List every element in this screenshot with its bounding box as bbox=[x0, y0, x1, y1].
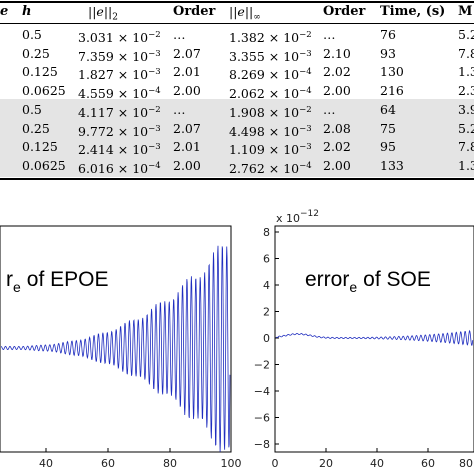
right-y-tick-label: −6 bbox=[254, 412, 270, 425]
cell-order-linf: … bbox=[323, 27, 336, 42]
left-x-tick-label: 100 bbox=[221, 457, 242, 470]
right-y-tick-label: −4 bbox=[254, 385, 270, 398]
cell-time: 76 bbox=[380, 27, 396, 42]
left-x-tick-label: 40 bbox=[39, 457, 53, 470]
cell-l2-error: 6.016 × 10−4 bbox=[78, 160, 161, 176]
cell-time: 133 bbox=[380, 157, 404, 173]
cell-order-l2: 2.01 bbox=[173, 64, 201, 80]
cell-l2-error: 1.827 × 10−3 bbox=[78, 67, 161, 83]
cell-order-linf: … bbox=[323, 102, 336, 117]
cell-order-l2: 2.07 bbox=[173, 45, 201, 61]
cell-l2-error: 3.031 × 10−2 bbox=[78, 30, 161, 46]
error-plots: 40 60 80 100 re of EPOE 0 20 40 60 8086420−2−4−6… bbox=[0, 209, 474, 470]
right-x-tick-label: 80 bbox=[459, 457, 473, 470]
results-table: e h ||e||2 Order ||e||∞ Order Time, (s) … bbox=[0, 0, 474, 184]
left-plot: 40 60 80 100 re of EPOE bbox=[0, 225, 242, 470]
right-y-tick-label: 2 bbox=[263, 306, 270, 319]
table-bottom-rule bbox=[0, 178, 474, 180]
cell-l2-error: 4.117 × 10−2 bbox=[78, 105, 161, 121]
cell-order-l2: 2.07 bbox=[173, 120, 201, 136]
header-m: M bbox=[458, 4, 473, 19]
cell-h: 0.0625 bbox=[22, 82, 66, 98]
right-x-tick-label: 40 bbox=[370, 457, 384, 470]
cell-h: 0.125 bbox=[22, 64, 58, 80]
cell-order-linf: 2.10 bbox=[323, 45, 351, 61]
cell-order-l2: 2.00 bbox=[173, 82, 201, 98]
right-y-tick-label: −8 bbox=[254, 438, 270, 451]
cell-time: 64 bbox=[380, 102, 396, 117]
header-l2-norm: ||e||2 bbox=[88, 4, 118, 23]
cell-order-l2: … bbox=[173, 27, 186, 42]
cell-linf-error: 1.908 × 10−2 bbox=[229, 105, 312, 121]
cell-linf-error: 2.762 × 10−4 bbox=[229, 160, 312, 176]
cell-l2-error: 4.559 × 10−4 bbox=[78, 85, 161, 101]
cell-order-l2: … bbox=[173, 102, 186, 117]
left-x-ticks: 40 60 80 100 bbox=[39, 448, 242, 470]
cell-time: 93 bbox=[380, 45, 396, 61]
right-x-tick-label: 0 bbox=[272, 457, 279, 470]
cell-m: 5.2 bbox=[458, 120, 474, 136]
cell-linf-error: 2.062 × 10−4 bbox=[229, 85, 312, 101]
cell-order-linf: 2.00 bbox=[323, 157, 351, 173]
table-header-rule bbox=[0, 23, 474, 24]
header-linf-norm: ||e||∞ bbox=[229, 4, 261, 23]
cell-order-l2: 2.01 bbox=[173, 139, 201, 155]
cell-linf-error: 1.382 × 10−2 bbox=[229, 30, 312, 46]
cell-m: 3.9 bbox=[458, 102, 474, 117]
left-error-curve bbox=[0, 245, 231, 452]
cell-h: 0.5 bbox=[22, 102, 42, 117]
cell-m: 7.8 bbox=[458, 139, 474, 155]
cell-time: 75 bbox=[380, 120, 396, 136]
cell-linf-error: 1.109 × 10−3 bbox=[229, 142, 312, 158]
cell-l2-error: 7.359 × 10−3 bbox=[78, 48, 161, 64]
right-y-tick-label: −2 bbox=[254, 359, 270, 372]
cell-h: 0.125 bbox=[22, 139, 58, 155]
header-h: h bbox=[22, 4, 32, 19]
right-y-tick-label: 6 bbox=[263, 253, 270, 266]
cell-order-linf: 2.02 bbox=[323, 139, 351, 155]
right-y-tick-label: 4 bbox=[263, 279, 270, 292]
cell-m: 2.3 bbox=[458, 82, 474, 98]
cell-l2-error: 9.772 × 10−3 bbox=[78, 123, 161, 139]
cell-h: 0.25 bbox=[22, 45, 50, 61]
cell-order-linf: 2.00 bbox=[323, 82, 351, 98]
header-order-linf: Order bbox=[323, 4, 366, 19]
cell-time: 95 bbox=[380, 139, 396, 155]
cell-linf-error: 8.269 × 10−4 bbox=[229, 67, 312, 83]
cell-time: 216 bbox=[380, 82, 404, 98]
table-top-rule bbox=[0, 1, 474, 3]
cell-time: 130 bbox=[380, 64, 404, 80]
header-e: e bbox=[0, 4, 9, 19]
left-x-tick-label: 60 bbox=[101, 457, 115, 470]
cell-h: 0.25 bbox=[22, 120, 50, 136]
cell-order-linf: 2.08 bbox=[323, 120, 351, 136]
left-plot-title: re of EPOE bbox=[6, 268, 109, 295]
right-y-tick-label: 0 bbox=[263, 332, 270, 345]
cell-h: 0.0625 bbox=[22, 157, 66, 173]
left-x-tick-label: 80 bbox=[163, 457, 177, 470]
cell-linf-error: 3.355 × 10−3 bbox=[229, 48, 312, 64]
cell-m: 1.3 bbox=[458, 64, 474, 80]
cell-m: 5.2 bbox=[458, 27, 474, 42]
right-x-tick-label: 60 bbox=[421, 457, 435, 470]
cell-m: 7.8 bbox=[458, 45, 474, 61]
cell-order-linf: 2.02 bbox=[323, 64, 351, 80]
cell-linf-error: 4.498 × 10−3 bbox=[229, 123, 312, 139]
cell-l2-error: 2.414 × 10−3 bbox=[78, 142, 161, 158]
right-error-curve bbox=[275, 329, 474, 346]
header-order-l2: Order bbox=[173, 4, 216, 19]
table-group2-shade bbox=[0, 99, 474, 177]
right-plot-title: errore of SOE bbox=[305, 268, 431, 295]
cell-order-l2: 2.00 bbox=[173, 157, 201, 173]
cell-h: 0.5 bbox=[22, 27, 42, 42]
right-y-multiplier: x 10−12 bbox=[276, 209, 319, 225]
header-time: Time, (s) bbox=[380, 4, 446, 19]
cell-m: 1.3 bbox=[458, 157, 474, 173]
right-x-tick-label: 20 bbox=[319, 457, 333, 470]
right-y-tick-label: 8 bbox=[263, 226, 270, 239]
